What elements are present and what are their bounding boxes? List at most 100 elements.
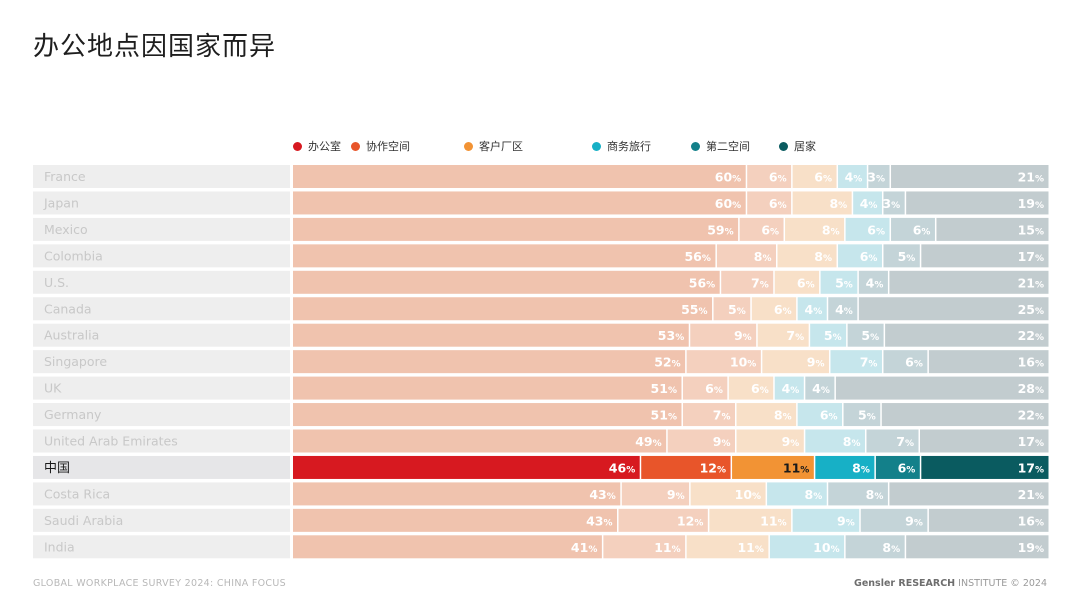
data-label: 9%	[734, 328, 752, 343]
data-label: 59%	[707, 222, 733, 237]
bar-segment	[828, 297, 858, 321]
data-label: 6%	[913, 222, 931, 237]
bar-segment	[641, 455, 731, 479]
data-label: 6%	[867, 222, 885, 237]
bar-segment	[716, 244, 776, 268]
category-label: United Arab Emirates	[44, 434, 178, 449]
data-label: 21%	[1018, 275, 1044, 290]
bar-segment	[843, 403, 881, 427]
bar-segment	[860, 508, 928, 532]
bar-segment	[883, 244, 920, 268]
data-label: 51%	[651, 381, 677, 396]
data-label: 8%	[843, 434, 861, 449]
legend-item-coworking: 协作空间	[351, 138, 410, 154]
bar-row: U.S. 56% 7% 6% 5% 4% 21%	[33, 270, 1049, 294]
bar-segment	[682, 403, 735, 427]
row-label-bg	[33, 535, 290, 559]
bar-segment	[739, 217, 784, 241]
bar-segment	[293, 403, 682, 427]
data-label: 28%	[1018, 381, 1044, 396]
bar-segment	[866, 429, 919, 453]
legend-label-coworking: 协作空间	[366, 140, 410, 153]
category-label: Saudi Arabia	[44, 513, 123, 528]
bar-segment	[920, 429, 1049, 453]
legend-dot-home-icon	[779, 141, 788, 151]
category-label: U.S.	[44, 275, 69, 290]
legend-label-third-space: 第二空间	[706, 140, 750, 153]
bar-segment	[889, 482, 1049, 506]
row-label-bg	[33, 165, 290, 188]
data-label: 52%	[654, 355, 680, 370]
data-label: 6%	[898, 460, 916, 475]
bar-segment	[686, 535, 769, 559]
bar-segment	[769, 535, 845, 559]
data-label: 8%	[866, 487, 884, 502]
data-label: 9%	[837, 513, 855, 528]
bar-segment	[293, 350, 686, 374]
bar-segment	[293, 429, 667, 453]
data-label: 7%	[896, 434, 914, 449]
bar-segment	[728, 376, 774, 400]
category-label: Germany	[44, 407, 102, 422]
data-label: 4%	[812, 381, 830, 396]
data-label: 6%	[905, 355, 923, 370]
bar-segment	[293, 323, 689, 347]
bar-segment	[686, 350, 761, 374]
bar-segment	[293, 376, 682, 400]
bar-segment	[845, 535, 905, 559]
data-label: 6%	[751, 381, 769, 396]
row-label-bg	[33, 244, 290, 268]
bar-segment	[820, 270, 858, 294]
bar-segment	[293, 270, 720, 294]
data-label: 9%	[782, 434, 800, 449]
bar-row: 中国 46% 12% 11% 8% 6% 17%	[33, 455, 1049, 479]
data-label: 22%	[1018, 328, 1044, 343]
data-label: 6%	[814, 170, 832, 185]
bar-segment	[721, 270, 774, 294]
row-label-bg	[33, 508, 290, 532]
bar-segment	[747, 191, 792, 215]
data-label: 21%	[1018, 170, 1044, 185]
data-label: 19%	[1018, 196, 1044, 211]
bar-segment	[906, 191, 1049, 215]
bar-segment	[603, 535, 686, 559]
bar-segment	[751, 297, 797, 321]
footer-copyright: © 2024	[1010, 578, 1047, 589]
legend-item-home: 居家	[779, 138, 816, 154]
bar-segment	[774, 270, 820, 294]
data-label: 16%	[1018, 355, 1044, 370]
row-label-bg	[33, 350, 290, 374]
data-label: 11%	[783, 460, 809, 475]
bar-row: Canada 55% 5% 6% 4% 4% 25%	[33, 297, 1049, 321]
row-label-bg	[33, 191, 290, 215]
chart-legend: 办公室 协作空间 客户厂区 商务旅行 第二空间 居家	[0, 138, 1080, 154]
bar-segment	[921, 455, 1049, 479]
data-label: 7%	[751, 275, 769, 290]
bar-segment	[838, 165, 867, 188]
data-label: 6%	[769, 196, 787, 211]
legend-dot-third-space-icon	[691, 141, 700, 151]
data-label: 6%	[769, 170, 787, 185]
data-label: 5%	[858, 408, 876, 423]
bar-segment	[293, 535, 602, 559]
legend-dot-office-icon	[293, 141, 302, 151]
footer-institute: INSTITUTE	[958, 578, 1008, 589]
bar-segment	[732, 455, 814, 479]
bar-row: Australia 53% 9% 7% 5% 5% 22%	[33, 323, 1049, 347]
data-label: 4%	[866, 275, 884, 290]
bar-segment	[293, 191, 746, 215]
data-label: 6%	[705, 381, 723, 396]
data-label: 17%	[1018, 249, 1044, 264]
data-label: 4%	[835, 302, 853, 317]
bar-row: Costa Rica 43% 9% 10% 8% 8% 21%	[33, 482, 1049, 506]
category-label: Canada	[44, 301, 92, 316]
bar-row: UK 51% 6% 6% 4% 4% 28%	[33, 376, 1049, 400]
data-label: 9%	[905, 513, 923, 528]
data-label: 8%	[754, 249, 772, 264]
data-label: 16%	[1018, 513, 1044, 528]
bar-segment	[293, 297, 713, 321]
legend-item-third-space: 第二空间	[691, 138, 750, 154]
row-label-bg	[33, 403, 290, 427]
bar-row: Mexico 59% 6% 8% 6% 6% 15%	[33, 217, 1049, 241]
data-label: 9%	[807, 355, 825, 370]
